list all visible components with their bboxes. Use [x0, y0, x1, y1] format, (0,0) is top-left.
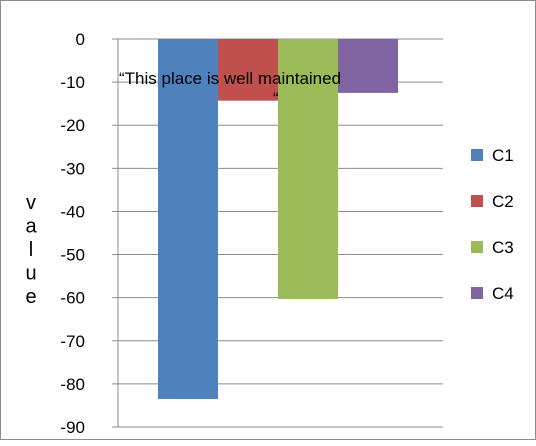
legend-swatch-c1: [471, 149, 483, 161]
y-tick-label: -60: [60, 289, 85, 308]
legend-swatch-c2: [471, 195, 483, 207]
bar-c3: [278, 39, 338, 299]
legend-label-c1: C1: [492, 146, 514, 165]
y-tick-label: -70: [60, 332, 85, 351]
annotation: “This place is well maintained “: [119, 69, 341, 108]
legend-label-c4: C4: [492, 284, 514, 303]
y-axis-label-char: l: [29, 239, 33, 261]
y-tick-label: -40: [60, 202, 85, 221]
y-tick-label: -80: [60, 375, 85, 394]
annotation-line-1: “This place is well maintained: [119, 69, 341, 88]
legend: C1 C2 C3 C4: [471, 146, 514, 303]
legend-label-c3: C3: [492, 238, 514, 257]
bar-c4: [338, 39, 398, 93]
bars: [158, 39, 398, 399]
y-tick-label: -20: [60, 116, 85, 135]
y-tick-label: -50: [60, 246, 85, 265]
bar-c1: [158, 39, 218, 399]
legend-label-c2: C2: [492, 192, 514, 211]
legend-swatch-c4: [471, 287, 483, 299]
y-axis-label-char: e: [25, 286, 36, 308]
annotation-line-2: “: [273, 89, 279, 108]
y-axis-label-char: u: [25, 263, 36, 285]
y-tick-label: 0: [76, 30, 85, 49]
y-tick-label: -10: [60, 73, 85, 92]
y-axis-label-char: a: [25, 216, 37, 238]
y-tick-labels: 0 -10 -20 -30 -40 -50 -60 -70 -80 -90: [60, 30, 85, 437]
y-axis-label-char: v: [26, 192, 36, 214]
legend-swatch-c3: [471, 241, 483, 253]
y-tick-label: -90: [60, 418, 85, 437]
y-tick-label: -30: [60, 159, 85, 178]
bar-c2: [218, 39, 278, 101]
